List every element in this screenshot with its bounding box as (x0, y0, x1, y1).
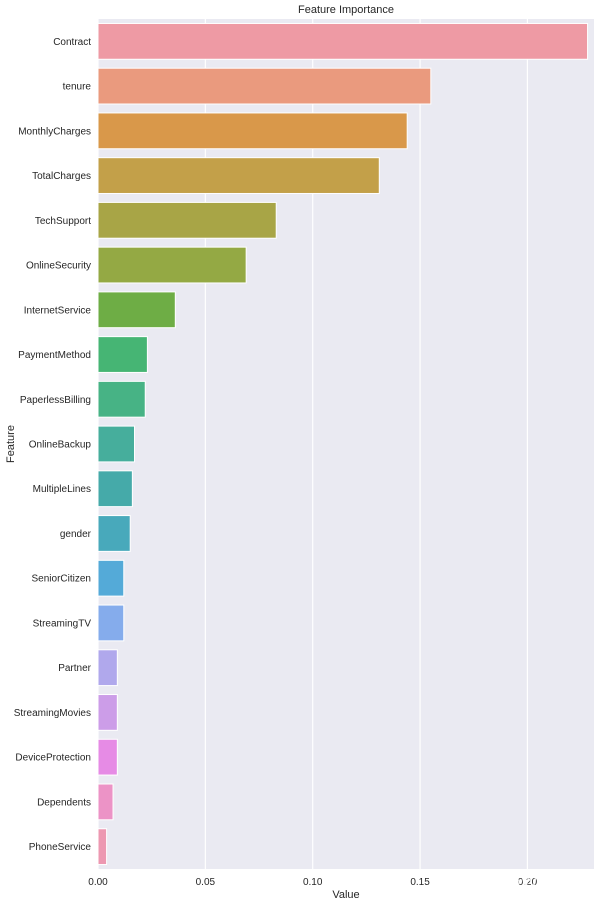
y-tick-label: TechSupport (35, 216, 91, 227)
bar-paymentmethod (97, 336, 148, 373)
bar-deviceprotection (97, 738, 118, 776)
y-tick-label: DeviceProtection (15, 753, 91, 764)
y-tick-label: StreamingTV (33, 618, 92, 629)
y-tick-label: Dependents (37, 797, 91, 808)
bar-multiplelines (97, 470, 133, 508)
y-tick-label: MultipleLines (33, 484, 91, 495)
x-tick-label: 0.05 (196, 877, 216, 888)
bar-tenure (97, 67, 432, 105)
watermark-text: 知乎 @Wonder (464, 873, 586, 893)
bar-partner (97, 649, 118, 687)
y-tick-label: TotalCharges (32, 171, 91, 182)
bar-phoneservice (97, 828, 108, 866)
x-tick-label: 0.20 (518, 877, 538, 888)
bar-totalcharges (97, 157, 380, 194)
y-tick-label: SeniorCitizen (32, 574, 91, 585)
bar-onlinebackup (97, 425, 136, 463)
bar-paperlessbilling (97, 380, 146, 418)
bar-streamingmovies (97, 694, 118, 731)
y-tick-label: gender (60, 529, 92, 540)
x-tick-labels: 0.00 0.05 0.10 0.15 0.20 (88, 877, 537, 888)
bar-onlinesecurity (97, 246, 247, 284)
y-tick-label: MonthlyCharges (18, 126, 91, 137)
y-tick-label: PhoneService (29, 842, 92, 853)
y-tick-label: Contract (53, 37, 91, 48)
y-tick-label: PaymentMethod (18, 350, 91, 361)
bar-contract (97, 22, 589, 60)
bar-techsupport (97, 201, 277, 239)
bar-streamingtv (97, 604, 125, 642)
y-tick-label: OnlineBackup (29, 440, 92, 451)
y-tick-label: OnlineSecurity (26, 261, 91, 272)
bar-internetservice (97, 291, 176, 329)
y-tick-label: tenure (63, 82, 92, 93)
x-axis-label: Value (332, 889, 359, 901)
x-tick-label: 0.15 (410, 877, 430, 888)
x-tick-label: 0.10 (303, 877, 323, 888)
bar-gender (97, 515, 131, 552)
y-tick-label: InternetService (24, 305, 92, 316)
x-tick-label: 0.00 (88, 877, 108, 888)
y-tick-label: PaperlessBilling (20, 395, 91, 406)
y-tick-label: StreamingMovies (14, 708, 91, 719)
y-tick-labels: Contract tenure MonthlyCharges TotalCharges… (14, 37, 92, 853)
chart-title: Feature Importance (298, 4, 394, 16)
y-axis-label: Feature (5, 425, 17, 463)
bar-monthlycharges (97, 112, 408, 150)
y-tick-label: Partner (58, 663, 91, 674)
bar-seniorcitizen (97, 559, 125, 597)
bars (97, 22, 589, 866)
bar-dependents (97, 783, 114, 821)
